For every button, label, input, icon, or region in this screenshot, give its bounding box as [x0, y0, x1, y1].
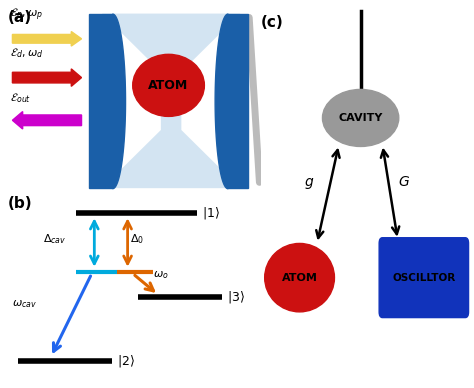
Text: $\Delta_{cav}$: $\Delta_{cav}$ [43, 232, 66, 246]
Polygon shape [102, 14, 240, 188]
Text: (b): (b) [7, 196, 32, 211]
Text: (c): (c) [260, 15, 283, 30]
FancyArrow shape [12, 111, 82, 129]
Polygon shape [228, 14, 248, 188]
Text: $|2\rangle$: $|2\rangle$ [118, 353, 135, 369]
Ellipse shape [133, 54, 204, 116]
Text: $\Delta_0$: $\Delta_0$ [130, 232, 144, 246]
Text: OSCILLTOR: OSCILLTOR [392, 273, 456, 282]
Text: $|1\rangle$: $|1\rangle$ [202, 205, 220, 222]
Ellipse shape [264, 243, 335, 312]
Text: $\omega_o$: $\omega_o$ [153, 269, 169, 281]
Text: $|3\rangle$: $|3\rangle$ [228, 289, 246, 305]
Text: (a): (a) [7, 10, 31, 25]
FancyArrow shape [12, 31, 82, 46]
Text: ATOM: ATOM [282, 273, 318, 282]
Polygon shape [89, 14, 112, 188]
FancyBboxPatch shape [379, 238, 468, 317]
Text: $\mathcal{E}_d , \omega_d$: $\mathcal{E}_d , \omega_d$ [10, 46, 43, 60]
Text: ATOM: ATOM [148, 79, 189, 92]
Text: $\mathcal{E}_p , \omega_p$: $\mathcal{E}_p , \omega_p$ [10, 7, 43, 23]
Text: $G$: $G$ [398, 175, 410, 189]
Text: $\omega_{cav}$: $\omega_{cav}$ [12, 298, 37, 310]
Text: CAVITY: CAVITY [338, 113, 383, 123]
FancyArrow shape [12, 69, 82, 86]
Ellipse shape [322, 89, 399, 147]
Text: $g$: $g$ [304, 177, 314, 191]
Text: $\mathcal{E}_{out}$: $\mathcal{E}_{out}$ [10, 91, 31, 105]
